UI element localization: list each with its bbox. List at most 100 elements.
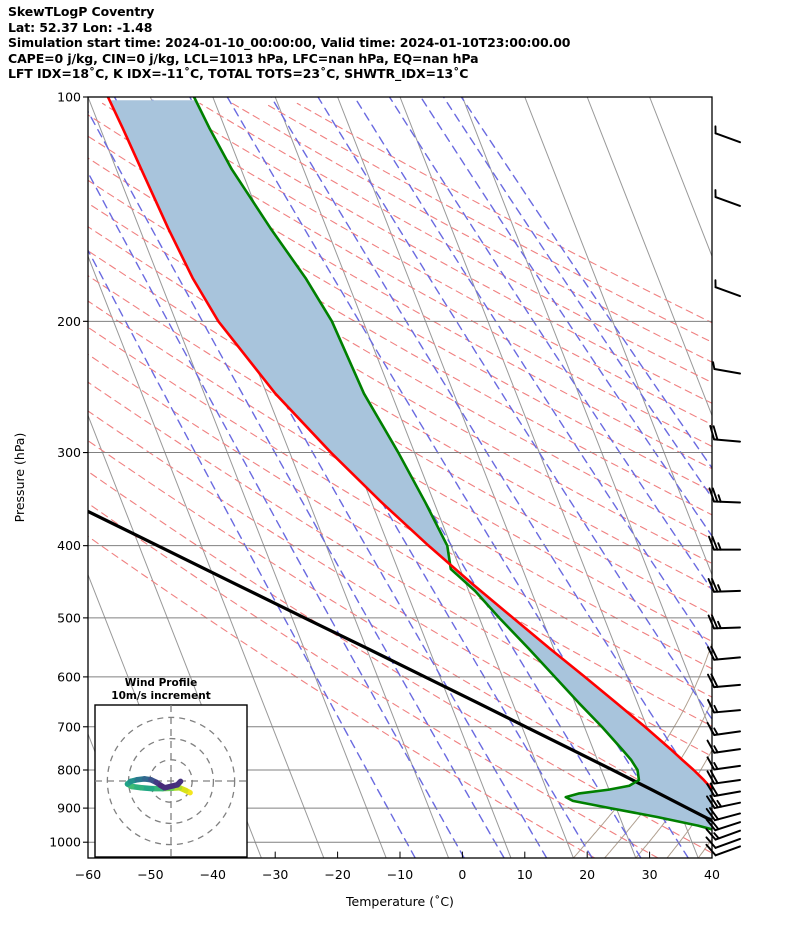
mixing-ratio-line — [88, 171, 465, 858]
barb-full-flag — [711, 535, 719, 551]
barb-full-flag — [707, 614, 715, 630]
isotherm-line — [274, 97, 574, 858]
barb-shaft — [713, 626, 741, 630]
temperature-tick-label: −50 — [137, 867, 163, 882]
header-block: SkewTLogP Coventry Lat: 52.37 Lon: -1.48… — [8, 4, 788, 82]
pressure-tick-label: 1000 — [49, 835, 81, 850]
dry-adiabat-line — [88, 410, 712, 789]
wind-barb — [707, 614, 741, 630]
moist-adiabat-line — [729, 97, 794, 858]
barb-full-flag — [706, 756, 716, 771]
barb-full-flag — [711, 487, 719, 503]
y-axis-label: Pressure (hPa) — [12, 433, 27, 523]
wind-barb — [706, 769, 741, 785]
header-line-indices: LFT IDX=18˚C, K IDX=-11˚C, TOTAL TOTS=23… — [8, 66, 469, 82]
wind-barb — [706, 739, 741, 754]
header-line-title: SkewTLogP Coventry — [8, 4, 155, 19]
temperature-tick-label: −20 — [324, 867, 350, 882]
moist-adiabat-line — [761, 97, 794, 858]
barb-half-flag — [717, 584, 722, 593]
barb-shaft — [713, 589, 741, 593]
barb-full-flag — [710, 614, 719, 630]
mixing-ratio-line — [420, 97, 712, 538]
dry-adiabat-line — [88, 502, 659, 858]
barb-shaft — [713, 801, 741, 810]
barb-full-flag — [709, 807, 720, 821]
dry-adiabat-line — [88, 135, 712, 493]
barb-shaft — [713, 438, 741, 443]
wind-barbs-group — [705, 125, 741, 857]
isotherm-line — [0, 97, 12, 858]
dry-adiabat-line — [88, 202, 712, 565]
barb-shaft — [714, 837, 741, 849]
temperature-tick-label: 30 — [642, 867, 658, 882]
parcel-path-line — [88, 509, 712, 823]
barb-shaft — [714, 132, 741, 144]
barb-half-flag — [712, 361, 716, 370]
dry-adiabat-line — [88, 326, 712, 698]
pressure-tick-label: 600 — [57, 669, 81, 684]
barb-half-flag — [713, 727, 719, 736]
temperature-tick-label: −10 — [387, 867, 413, 882]
isotherm-line — [337, 97, 637, 858]
wind-profile-title-line1: Wind Profile — [125, 677, 197, 689]
dry-adiabat-line — [88, 179, 712, 540]
barb-shaft — [714, 196, 741, 207]
hodograph-trace-segment — [174, 778, 184, 788]
barb-full-flag — [708, 817, 720, 831]
barb-full-flag — [705, 818, 717, 832]
wind-barb — [714, 125, 741, 144]
dewpoint-line — [192, 97, 712, 831]
barb-full-flag — [709, 424, 716, 441]
barb-full-flag — [707, 578, 715, 593]
dry-adiabat-line — [88, 535, 596, 858]
dry-adiabat-line — [88, 353, 712, 727]
barb-shaft — [713, 368, 741, 375]
barb-shaft — [713, 709, 741, 714]
pressure-tick-label: 200 — [57, 314, 81, 329]
barb-half-flag — [717, 494, 722, 503]
barb-full-flag — [712, 425, 719, 441]
wind-barb — [714, 279, 741, 298]
temperature-tick-label: 0 — [458, 867, 466, 882]
temperature-tick-label: 40 — [704, 867, 720, 882]
data-layer — [88, 97, 712, 831]
wind-barb — [707, 698, 741, 714]
barb-shaft — [713, 748, 741, 754]
barb-shaft — [713, 790, 741, 798]
plot-frame — [87, 96, 713, 859]
barb-half-flag — [713, 745, 719, 754]
pressure-tick-label: 400 — [57, 538, 81, 553]
barb-full-flag — [710, 645, 719, 661]
barb-shaft — [714, 845, 741, 857]
temperature-tick-label: 20 — [579, 867, 595, 882]
mixing-ratio-line — [88, 248, 416, 858]
barb-half-flag — [713, 704, 719, 714]
dry-adiabat-line — [88, 300, 712, 670]
barb-full-flag — [706, 783, 716, 797]
barb-full-flag — [705, 807, 716, 822]
wind-barb — [705, 828, 741, 841]
barb-full-flag — [707, 646, 716, 661]
pressure-tick-label: 800 — [57, 762, 81, 777]
barb-shaft — [713, 730, 741, 736]
barb-half-flag — [717, 542, 722, 551]
barb-shaft — [713, 683, 741, 689]
barb-full-flag — [709, 782, 719, 797]
wind-barb — [708, 487, 741, 504]
isotherm-line — [88, 254, 325, 858]
wind-barb — [705, 807, 741, 822]
barb-full-flag — [710, 673, 719, 688]
mixing-ratio-line — [88, 110, 505, 858]
barb-full-flag — [705, 843, 717, 857]
barb-full-flag — [705, 828, 717, 841]
isotherm-line — [524, 97, 712, 577]
barb-full-flag — [707, 673, 716, 689]
dry-adiabat-line — [134, 102, 712, 426]
isotherm-line — [711, 97, 712, 99]
barb-full-flag — [707, 698, 716, 714]
wind-profile-title-line2: 10m/s increment — [111, 690, 210, 702]
dry-adiabat-line — [88, 157, 712, 516]
isotherm-line — [88, 97, 387, 858]
wind-barb — [707, 577, 741, 593]
